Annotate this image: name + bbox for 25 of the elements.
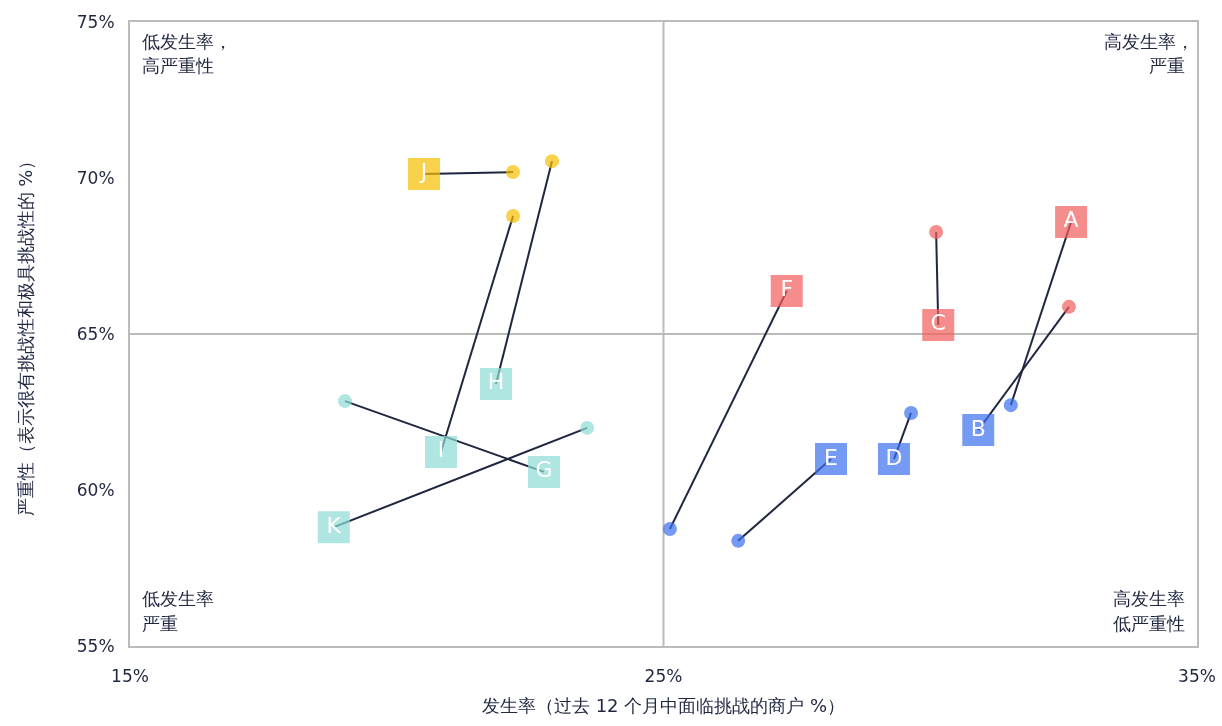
x-tick-label: 25% <box>644 666 683 687</box>
series-label: B <box>970 415 986 441</box>
series-label: G <box>535 457 553 483</box>
series-label: I <box>437 437 445 463</box>
annotation: 低发生率严重 <box>142 587 215 636</box>
series-label: C <box>930 310 946 336</box>
series-label: D <box>885 444 903 470</box>
y-tick-label: 75% <box>76 11 115 32</box>
annotation: 高发生率，严重 <box>1103 30 1185 79</box>
annotation: 低发生率，高严重性 <box>142 30 225 79</box>
x-tick-label: 15% <box>111 666 149 687</box>
series-label: E <box>824 444 838 470</box>
y-tick-label: 70% <box>76 167 115 188</box>
x-axis-title: 发生率（过去 12 个月中面临挑战的商户 %） <box>481 695 846 716</box>
y-axis-title: 严重性（表示很有挑战性和极具挑战性的 %） <box>14 151 36 517</box>
series-label: A <box>1063 207 1079 233</box>
annotation: 高发生率低严重性 <box>1112 587 1185 636</box>
x-tick-label: 35% <box>1178 666 1216 687</box>
series-label: F <box>780 276 794 302</box>
y-tick-label: 60% <box>76 479 115 500</box>
series-label: H <box>487 369 505 395</box>
series-label: J <box>418 159 428 185</box>
series-label: K <box>326 512 342 538</box>
y-tick-label: 55% <box>76 635 115 656</box>
y-tick-label: 65% <box>76 323 115 344</box>
